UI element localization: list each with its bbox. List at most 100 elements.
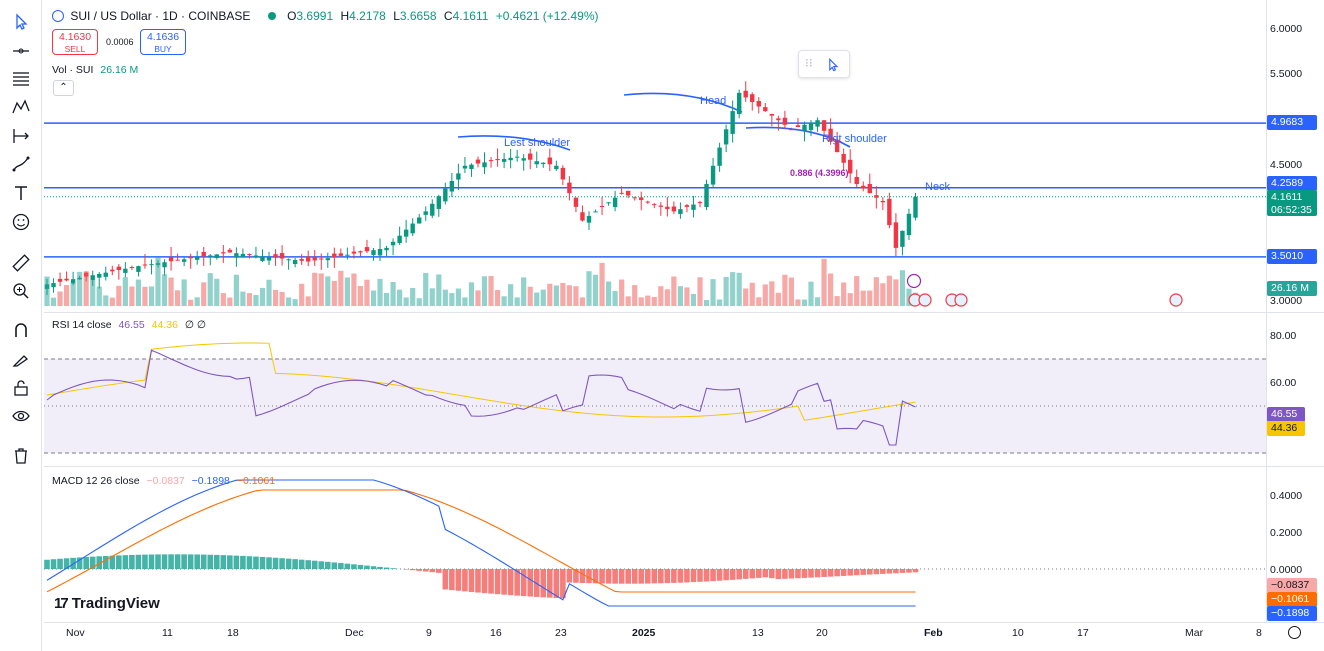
tradingview-logo[interactable]: 17 TradingView <box>54 595 160 612</box>
volume-legend[interactable]: Vol · SUI 26.16 M <box>52 64 138 76</box>
volume-bar <box>403 297 409 306</box>
macd-histogram-bar <box>187 554 194 569</box>
macd-histogram-bar <box>612 569 618 584</box>
volume-bar <box>331 280 337 306</box>
candle-body <box>593 211 598 213</box>
candle-body <box>645 201 650 203</box>
macd-histogram-bar <box>311 560 318 569</box>
candle-body <box>619 192 624 194</box>
rsi-value-tag[interactable]: 46.55 <box>1267 407 1305 422</box>
candle-body <box>462 165 468 169</box>
candle-body <box>730 111 735 134</box>
emoji-icon[interactable] <box>6 208 36 236</box>
candle-body <box>306 256 311 262</box>
candle-body <box>57 278 63 282</box>
patterns-icon[interactable] <box>6 93 36 121</box>
macd-histogram-bar <box>161 554 168 569</box>
macd-histogram-bar <box>292 559 298 569</box>
time-tick: 18 <box>227 627 239 639</box>
cursor-icon[interactable] <box>6 8 36 36</box>
volume-bar <box>749 282 755 306</box>
axis-settings-icon[interactable] <box>1288 626 1301 639</box>
sell-button[interactable]: 4.1630 SELL <box>52 29 98 55</box>
macd-histogram-bar <box>174 554 181 569</box>
magnet-icon[interactable] <box>6 316 36 344</box>
volume-bar <box>886 275 892 306</box>
candle-body <box>743 90 748 98</box>
symbol-title[interactable]: SUI / US Dollar · 1D · COINBASE <box>70 9 251 23</box>
drag-handle-icon[interactable]: ⁝⁝ <box>805 56 813 70</box>
volume-bar <box>710 279 716 306</box>
macd-histogram-bar <box>893 569 899 574</box>
last-price-tag[interactable]: 4.1611 06:52:35 <box>1267 190 1317 216</box>
candle-body <box>384 247 389 251</box>
rsi-ma-tag[interactable]: 44.36 <box>1267 421 1305 436</box>
trend-lines-icon[interactable] <box>6 65 36 93</box>
volume-bar <box>168 277 174 306</box>
candle-body <box>332 253 337 257</box>
candle-body <box>221 252 226 254</box>
measure-icon[interactable] <box>6 122 36 150</box>
volume-bar <box>135 279 142 306</box>
time-tick: 2025 <box>632 627 656 639</box>
candle-body <box>201 251 206 257</box>
volume-bar <box>279 291 285 306</box>
trash-icon[interactable] <box>6 442 36 470</box>
high-label: H <box>340 9 350 23</box>
cursor-icon[interactable] <box>825 57 841 73</box>
support-price-tag[interactable]: 3.5010 <box>1267 249 1317 264</box>
neck-price-tag[interactable]: 4.2589 <box>1267 176 1317 191</box>
macd-line-tag[interactable]: −0.1898 <box>1267 606 1317 621</box>
buy-button[interactable]: 4.1636 BUY <box>140 29 186 55</box>
lock-icon[interactable] <box>6 374 36 402</box>
eye-icon[interactable] <box>6 402 36 430</box>
left-shoulder-label[interactable]: Lest shoulder <box>504 137 571 149</box>
macd-histogram-bar <box>880 569 886 574</box>
volume-bar <box>736 272 742 306</box>
time-tick: 10 <box>1012 627 1024 639</box>
volume-bar <box>148 286 155 306</box>
volume-bar <box>716 299 723 306</box>
right-shoulder-label[interactable]: Rigt shoulder <box>822 133 887 145</box>
symbol-legend[interactable]: SUI / US Dollar · 1D · COINBASE O3.6991 … <box>52 9 599 23</box>
volume-tag[interactable]: 26.16 M <box>1267 281 1317 296</box>
macd-histogram-bar <box>109 555 116 569</box>
resistance-price-tag[interactable]: 4.9683 <box>1267 115 1317 130</box>
pane-separator[interactable] <box>44 466 1324 467</box>
macd-histogram-bar <box>422 569 429 572</box>
candle-body <box>371 250 376 255</box>
ruler-icon[interactable] <box>6 249 36 277</box>
fib-level-label[interactable]: 0.886 (4.3996) <box>790 168 849 178</box>
candle-body <box>410 223 415 234</box>
candle-body <box>671 206 677 212</box>
draw-lock-icon[interactable] <box>6 345 36 373</box>
volume-bar <box>207 273 213 306</box>
volume-bar <box>116 285 122 306</box>
brush-icon[interactable] <box>6 150 36 178</box>
rsi-legend[interactable]: RSI 14 close 46.55 44.36 ∅ ∅ <box>52 319 206 331</box>
crosshair-line-icon[interactable] <box>6 37 36 65</box>
macd-histogram-bar <box>795 569 801 579</box>
macd-hist-tag[interactable]: −0.0837 <box>1267 578 1317 593</box>
pane-separator[interactable] <box>44 312 1324 313</box>
collapse-legend-button[interactable]: ⌃ <box>53 80 74 96</box>
macd-signal-tag[interactable]: −0.1061 <box>1267 592 1317 607</box>
volume-bar <box>201 282 207 306</box>
volume-bar <box>292 299 298 306</box>
macd-signal-value: −0.1061 <box>236 475 276 487</box>
floating-toolbar[interactable]: ⁝⁝ <box>798 50 850 78</box>
macd-histogram-bar <box>788 569 795 579</box>
macd-histogram-bar <box>318 561 325 569</box>
macd-histogram-bar <box>227 555 233 569</box>
macd-legend[interactable]: MACD 12 26 close −0.0837 −0.1898 −0.1061 <box>52 475 275 487</box>
volume-bar <box>893 279 899 306</box>
candle-body <box>658 205 664 207</box>
macd-title: MACD 12 26 close <box>52 475 140 487</box>
dividend-event-icon <box>906 273 922 289</box>
neck-label[interactable]: Neck <box>925 181 951 193</box>
head-label[interactable]: Head <box>700 95 727 107</box>
zoom-icon[interactable] <box>6 277 36 305</box>
text-icon[interactable] <box>6 179 36 207</box>
time-tick: Nov <box>66 627 85 639</box>
